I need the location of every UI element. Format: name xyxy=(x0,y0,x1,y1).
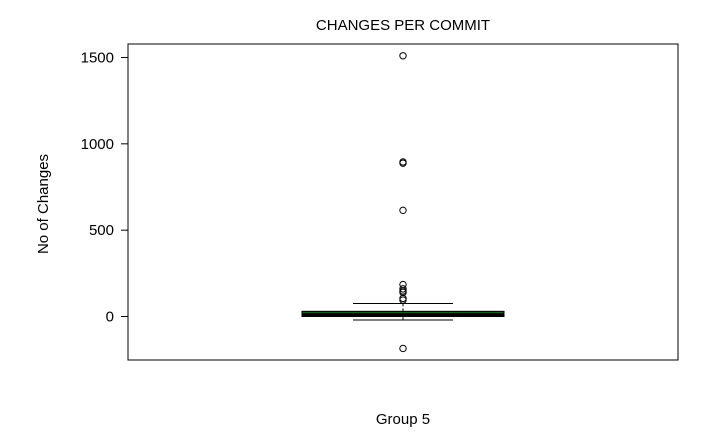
outlier-point xyxy=(399,159,407,167)
y-axis-label: No of Changes xyxy=(35,154,52,254)
chart-title: CHANGES PER COMMIT xyxy=(316,17,490,34)
outlier-point xyxy=(399,296,407,304)
y-axis: 0 500 1000 1500 xyxy=(81,50,129,326)
outlier-point xyxy=(399,285,407,293)
y-tick-label: 0 xyxy=(106,309,114,326)
box-plot xyxy=(301,303,505,321)
outlier-point xyxy=(399,206,407,215)
outlier-point xyxy=(399,344,407,353)
y-tick-label: 1500 xyxy=(81,50,114,67)
outliers xyxy=(399,52,407,353)
outlier-point xyxy=(399,52,407,60)
x-axis-label: Group 5 xyxy=(376,411,430,428)
y-tick-label: 1000 xyxy=(81,136,114,153)
y-tick-label: 500 xyxy=(89,222,114,239)
